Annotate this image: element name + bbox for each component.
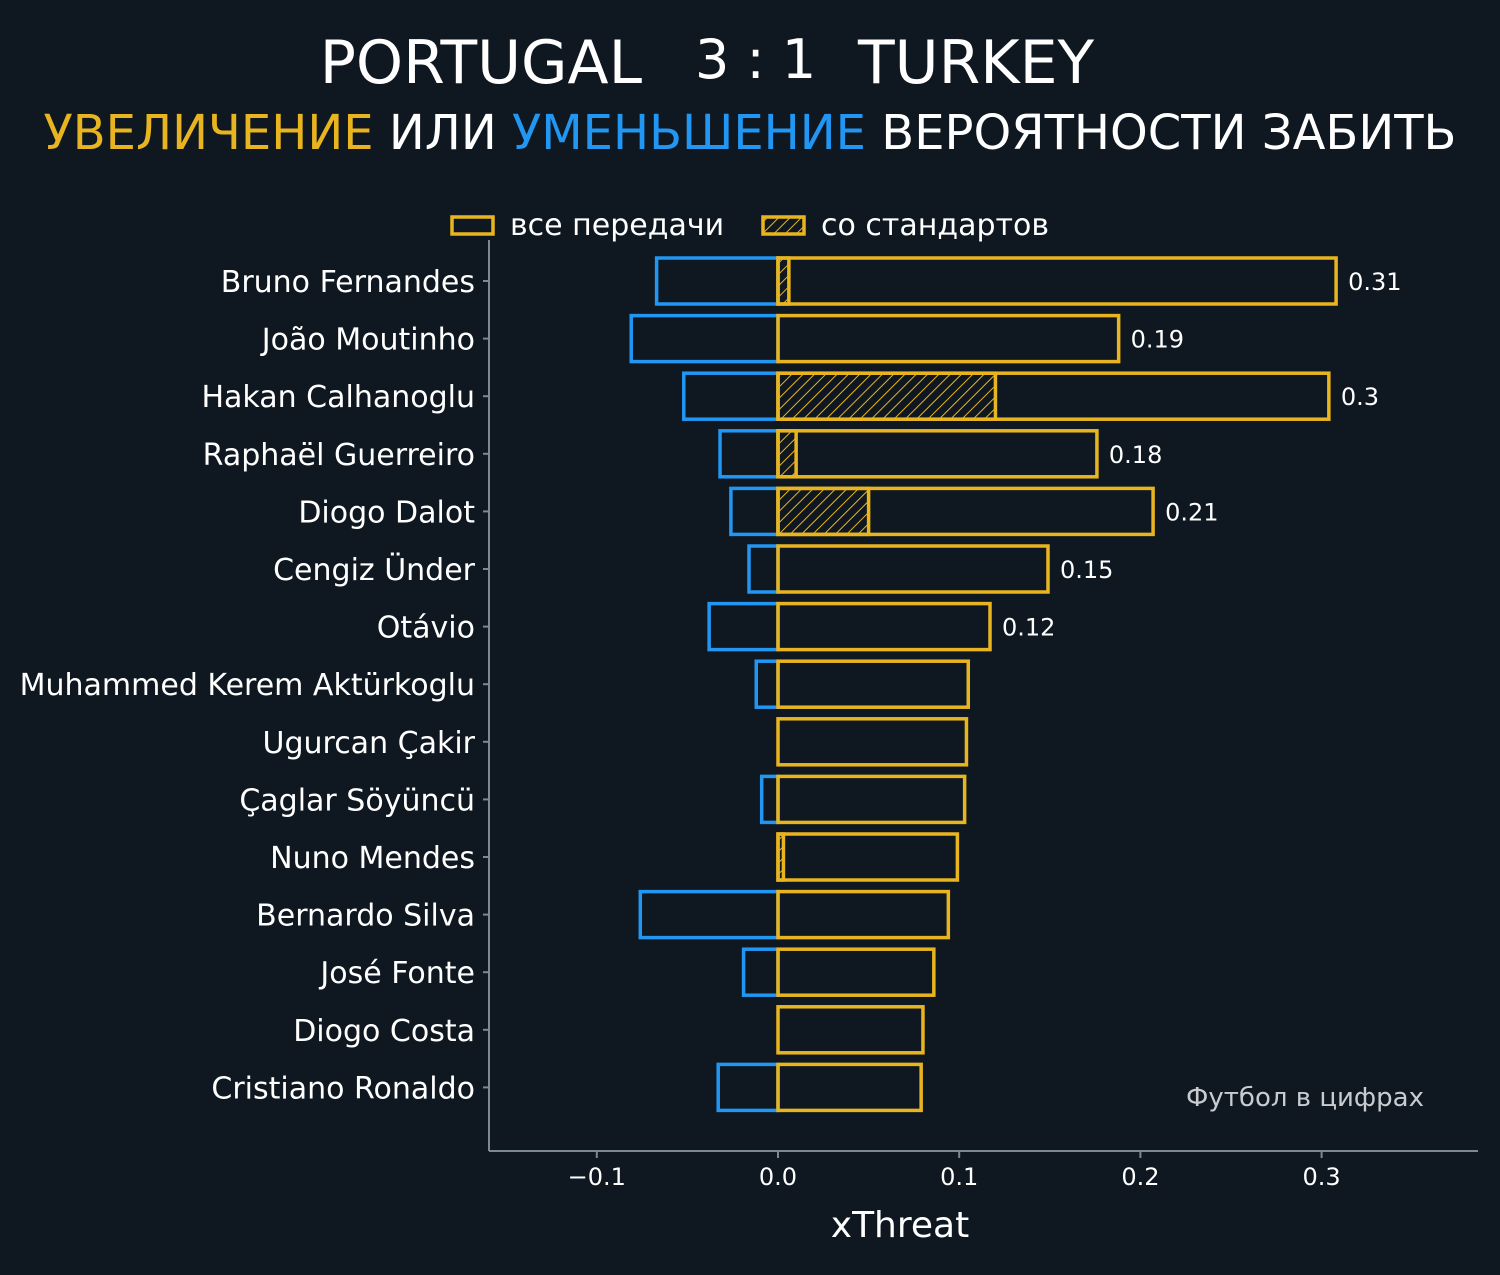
y-tick-label: Cengiz Ünder — [273, 552, 476, 588]
y-tick-label: Çaglar Söyüncü — [239, 783, 475, 818]
negative-bar — [654, 256, 780, 306]
negative-bar — [707, 601, 780, 652]
x-axis-label: xThreat — [831, 1205, 969, 1246]
y-tick-label: Ugurcan Çakir — [263, 726, 476, 761]
positive-bar — [776, 371, 1331, 421]
set-piece-bar — [776, 429, 798, 479]
data-label: 0.12 — [1002, 614, 1055, 642]
positive-bar — [776, 486, 1155, 537]
legend: все передачи со стандартов — [450, 208, 1049, 243]
y-tick-label: Otávio — [377, 611, 475, 646]
subtitle-decrease: УМЕНЬШЕНИЕ — [512, 105, 866, 161]
positive-bar — [776, 313, 1121, 364]
positive-bar — [776, 601, 992, 652]
negative-bar — [754, 659, 780, 709]
positive-bar — [776, 256, 1338, 306]
x-tick-label: 0.0 — [759, 1163, 797, 1191]
y-tick-label: Raphaël Guerreiro — [203, 438, 475, 473]
data-label: 0.31 — [1348, 268, 1401, 296]
y-tick-label: Muhammed Kerem Aktürkoglu — [20, 668, 475, 703]
data-label: 0.3 — [1341, 383, 1379, 411]
score: 3 : 1 — [695, 28, 817, 91]
positive-bar — [776, 947, 936, 997]
legend-swatch-set-piece — [761, 215, 806, 236]
y-tick-label: Hakan Calhanoglu — [201, 380, 475, 415]
negative-bar — [682, 371, 780, 421]
negative-bar — [718, 429, 780, 479]
y-tick-label: Bernardo Silva — [256, 899, 475, 934]
x-tick-label: 0.1 — [940, 1163, 978, 1191]
data-label: 0.18 — [1109, 441, 1162, 469]
positive-bar — [776, 1062, 923, 1113]
subtitle-or: ИЛИ — [373, 105, 512, 161]
y-tick-label: José Fonte — [318, 956, 475, 991]
bars: 0.31 0.19 0.3 0.18 0.21 0.15 0.12 — [629, 256, 1402, 1113]
title: PORTUGAL 3 : 1 TURKEY — [0, 28, 1500, 98]
negative-bar — [638, 889, 780, 940]
x-tick-label: −0.1 — [568, 1163, 626, 1191]
y-tick-label: Diogo Dalot — [298, 495, 475, 530]
y-tick-label: Nuno Mendes — [270, 841, 475, 876]
x-tick-label: 0.3 — [1303, 1163, 1341, 1191]
y-tick-label: João Moutinho — [260, 323, 475, 358]
subtitle-rest: ВЕРОЯТНОСТИ ЗАБИТЬ — [866, 105, 1457, 161]
y-tick-label: Cristiano Ronaldo — [211, 1071, 475, 1106]
positive-bar — [776, 832, 960, 882]
subtitle-increase: УВЕЛИЧЕНИЕ — [43, 105, 374, 161]
negative-bar — [729, 486, 780, 537]
watermark: Футбол в цифрах — [1186, 1083, 1424, 1113]
away-team: TURKEY — [858, 28, 1095, 98]
positive-bar — [776, 774, 967, 825]
negative-bar — [629, 313, 780, 364]
legend-label-all: все передачи — [510, 208, 724, 243]
set-piece-bar — [776, 371, 998, 421]
data-label: 0.15 — [1060, 556, 1113, 584]
positive-bar — [776, 1005, 925, 1055]
negative-bar — [741, 947, 780, 997]
positive-bar — [776, 659, 971, 709]
positive-bar — [776, 544, 1050, 594]
negative-bar — [759, 774, 780, 825]
axes: Bruno Fernandes João Moutinho Hakan Calhan… — [20, 240, 1478, 1246]
data-label: 0.19 — [1131, 326, 1184, 354]
subtitle: УВЕЛИЧЕНИЕ ИЛИ УМЕНЬШЕНИЕ ВЕРОЯТНОСТИ ЗА… — [0, 105, 1500, 161]
set-piece-bar — [776, 486, 871, 537]
y-tick-label: Bruno Fernandes — [221, 265, 475, 300]
legend-label-set-piece: со стандартов — [821, 208, 1049, 243]
legend-swatch-all — [450, 215, 495, 236]
positive-bar — [776, 429, 1099, 479]
y-tick-label: Diogo Costa — [293, 1014, 475, 1049]
data-label: 0.21 — [1165, 498, 1218, 526]
positive-bar — [776, 717, 969, 767]
x-tick-label: 0.2 — [1121, 1163, 1159, 1191]
positive-bar — [776, 889, 951, 940]
negative-bar — [747, 544, 780, 594]
home-team: PORTUGAL — [319, 28, 642, 98]
negative-bar — [716, 1062, 780, 1113]
